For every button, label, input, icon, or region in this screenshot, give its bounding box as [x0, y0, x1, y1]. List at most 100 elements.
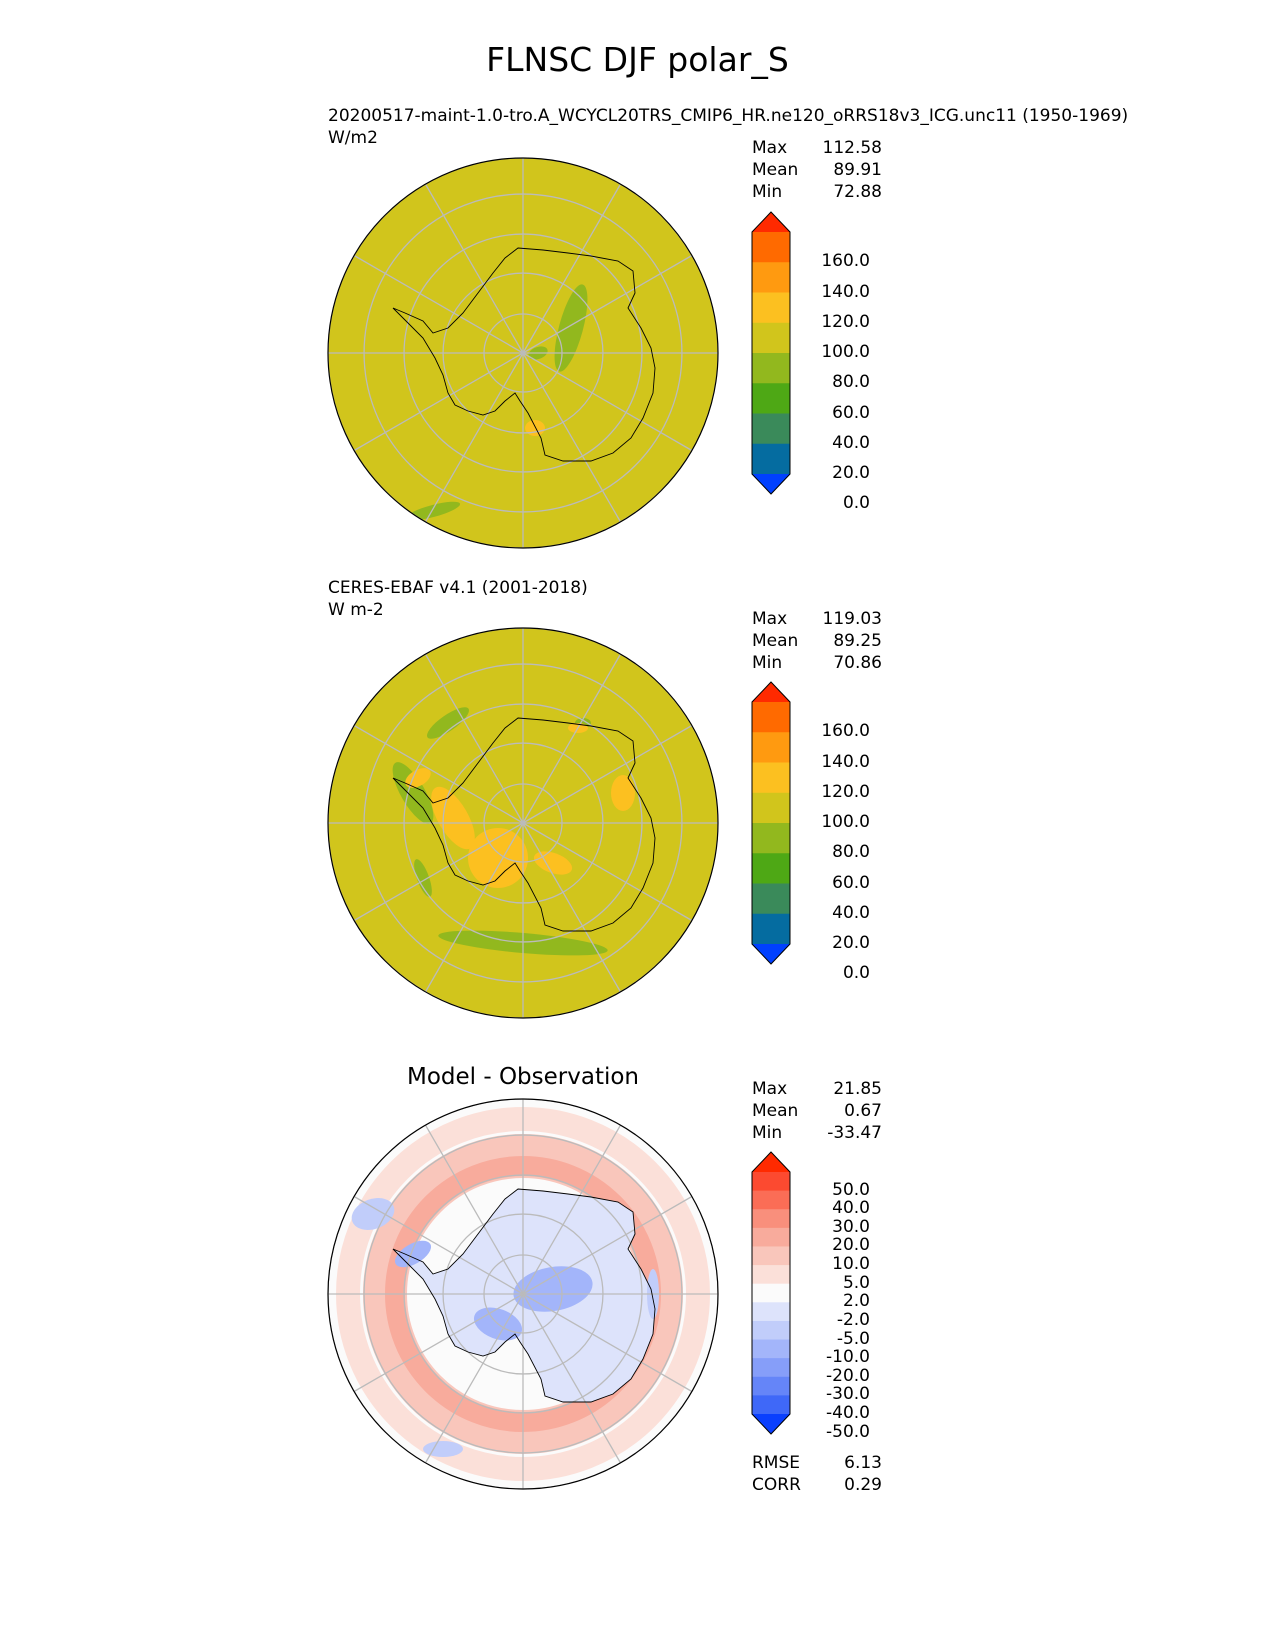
- ref-colorbar-tick-label: 20.0: [832, 933, 870, 953]
- diff-map-coastline: [392, 1188, 656, 1403]
- diff-colorbar-swatch: [752, 1339, 790, 1359]
- stat-mean: Mean 89.25: [752, 631, 882, 651]
- stat-min: Min 72.88: [752, 182, 882, 202]
- ref-colorbar-extend-max: [752, 682, 790, 702]
- test-colorbar-tick-label: 80.0: [832, 372, 870, 393]
- ref-panel-units: W m-2: [328, 600, 384, 620]
- ref-colorbar-tick-label: 80.0: [832, 842, 870, 863]
- test-colorbar-swatch: [752, 232, 790, 263]
- ref-colorbar-swatch: [752, 792, 790, 824]
- ref-colorbar-swatch: [752, 883, 790, 915]
- stat-min: Min 70.86: [752, 653, 882, 673]
- diff-colorbar-swatch: [752, 1395, 790, 1415]
- ref-colorbar-extend-min: [752, 944, 790, 964]
- stat-max: Max 119.03: [752, 609, 882, 629]
- test-colorbar-swatch: [752, 292, 790, 324]
- ref-panel-dataset-name: CERES-EBAF v4.1 (2001-2018): [328, 578, 588, 598]
- test-colorbar-swatch: [752, 322, 790, 354]
- diff-panel-metrics: RMSE 6.13 CORR 0.29: [752, 1452, 882, 1496]
- test-colorbar-swatch: [752, 443, 790, 475]
- diff-colorbar-swatch: [752, 1358, 790, 1378]
- ref-colorbar-tick-label: 160.0: [821, 721, 870, 742]
- stat-mean: Mean 89.91: [752, 160, 882, 180]
- test-colorbar-tick-label: 120.0: [821, 311, 870, 332]
- test-map-low-region: [405, 284, 588, 521]
- diff-colorbar-swatch: [752, 1246, 790, 1266]
- test-colorbar-tick-label: 20.0: [832, 463, 870, 483]
- diff-colorbar-tick-label: -2.0: [836, 1309, 870, 1330]
- diff-panel-stats: Max 21.85 Mean 0.67 Min -33.47: [752, 1078, 882, 1144]
- diff-colorbar-swatch: [752, 1302, 790, 1322]
- ref-panel-stats: Max 119.03 Mean 89.25 Min 70.86: [752, 608, 882, 674]
- diff-colorbar-tick-label: -5.0: [836, 1328, 870, 1349]
- ref-colorbar-swatch: [752, 762, 790, 794]
- ref-map-high-region: [405, 723, 635, 888]
- diff-colorbar-tick-label: -10.0: [826, 1347, 870, 1368]
- ref-colorbar-swatch: [752, 702, 790, 733]
- ref-map-graticule: [328, 628, 718, 1018]
- test-panel-title: 20200517-maint-1.0-tro.A_WCYCL20TRS_CMIP…: [328, 105, 1128, 149]
- test-colorbar-outline: [751, 211, 791, 495]
- ref-colorbar-swatch: [752, 732, 790, 763]
- test-colorbar-extend-min: [752, 474, 790, 494]
- test-colorbar-swatch: [752, 262, 790, 293]
- test-polar-map: [327, 157, 719, 549]
- ref-colorbar-swatch: [752, 853, 790, 884]
- diff-colorbar-swatch: [752, 1190, 790, 1210]
- test-colorbar-tick-label: 160.0: [821, 251, 870, 272]
- diff-map-boundary: [327, 1098, 719, 1490]
- test-colorbar-swatch: [752, 383, 790, 414]
- diff-colorbar-swatch: [752, 1283, 790, 1303]
- diff-colorbar-swatch: [752, 1376, 790, 1396]
- diff-colorbar-swatch: [752, 1227, 790, 1247]
- test-map-coastline: [392, 247, 656, 462]
- diff-colorbar-tick-label: -30.0: [826, 1384, 870, 1405]
- diff-colorbar-tick-label: -40.0: [826, 1403, 870, 1423]
- ref-colorbar-swatch: [752, 913, 790, 945]
- ref-map-boundary: [327, 627, 719, 1019]
- stat-min: Min -33.47: [752, 1123, 882, 1143]
- diff-colorbar-tick-label: -50.0: [826, 1421, 870, 1442]
- test-colorbar-tick-label: 40.0: [832, 432, 870, 453]
- diff-colorbar-extend-max: [752, 1152, 790, 1172]
- test-colorbar-extend-max: [752, 212, 790, 232]
- test-colorbar-tick-label: 60.0: [832, 402, 870, 423]
- diff-polar-map: [327, 1098, 719, 1490]
- test-colorbar-tick-label: 100.0: [821, 342, 870, 362]
- test-colorbar-tick-label: 0.0: [842, 493, 870, 514]
- diff-colorbar: [751, 1151, 791, 1435]
- ref-polar-map: [327, 627, 719, 1019]
- ref-colorbar-tick-label: 140.0: [821, 751, 870, 772]
- diff-colorbar-swatch: [752, 1172, 790, 1192]
- stat-max: Max 112.58: [752, 138, 882, 158]
- diff-colorbar-tick-label: 2.0: [842, 1291, 870, 1312]
- test-colorbar-tick-label: 140.0: [821, 281, 870, 302]
- metric-corr: CORR 0.29: [752, 1475, 882, 1495]
- diff-map-field: [328, 1099, 718, 1489]
- stat-mean: Mean 0.67: [752, 1101, 882, 1121]
- ref-map-field: [328, 628, 718, 1018]
- test-panel-case-name: 20200517-maint-1.0-tro.A_WCYCL20TRS_CMIP…: [328, 106, 1129, 126]
- test-colorbar: [751, 211, 791, 495]
- test-map-graticule: [328, 158, 718, 548]
- diff-colorbar-tick-label: 5.0: [842, 1272, 870, 1293]
- ref-colorbar-tick-label: 120.0: [821, 781, 870, 802]
- figure-title: FLNSC DJF polar_S: [486, 40, 789, 79]
- diff-colorbar-outline: [751, 1151, 791, 1435]
- test-map-boundary: [327, 157, 719, 549]
- ref-colorbar-tick-label: 40.0: [832, 902, 870, 923]
- diff-colorbar-tick-label: -20.0: [826, 1365, 870, 1386]
- ref-colorbar-outline: [751, 681, 791, 965]
- ref-colorbar-tick-label: 60.0: [832, 872, 870, 893]
- test-colorbar-swatch: [752, 413, 790, 445]
- diff-colorbar-swatch: [752, 1320, 790, 1341]
- test-panel-units: W/m2: [328, 128, 378, 148]
- diff-map-graticule: [328, 1099, 718, 1489]
- diff-colorbar-tick-label: 40.0: [832, 1198, 870, 1219]
- diff-colorbar-tick-label: 10.0: [832, 1254, 870, 1275]
- ref-panel-title: CERES-EBAF v4.1 (2001-2018) W m-2: [328, 577, 588, 621]
- ref-colorbar-swatch: [752, 823, 790, 854]
- diff-colorbar-tick-label: 30.0: [832, 1216, 870, 1237]
- ref-colorbar-tick-label: 100.0: [821, 812, 870, 832]
- diff-colorbar-swatch: [752, 1209, 790, 1229]
